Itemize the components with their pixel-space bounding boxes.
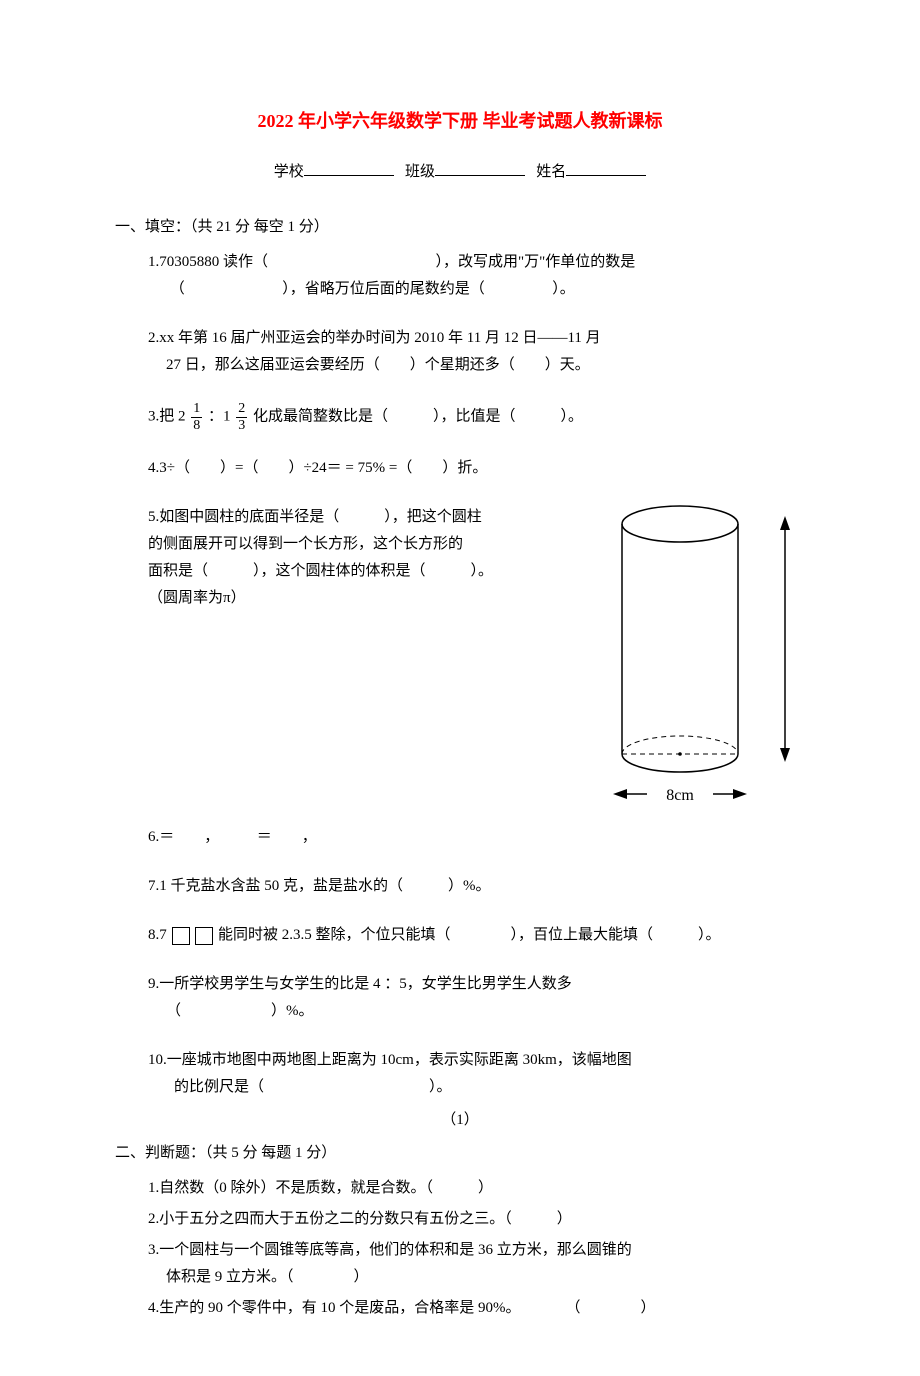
q5-d: （圆周率为π） xyxy=(148,585,493,612)
q2: 2.xx 年第 16 届广州亚运会的举办时间为 2010 年 11 月 12 日… xyxy=(148,325,805,379)
school-label: 学校 xyxy=(274,164,304,180)
s2-q4: 4.生产的 90 个零件中，有 10 个是废品，合格率是 90%。 （ ） xyxy=(148,1295,805,1322)
q5-text: 5.如图中圆柱的底面半径是（ ），把这个圆柱 的侧面展开可以得到一个长方形，这个… xyxy=(148,504,493,612)
q8-box1 xyxy=(172,927,190,945)
s2-q2: 2.小于五分之四而大于五份之二的分数只有五份之三。（ ） xyxy=(148,1206,805,1233)
cylinder-label: 8cm xyxy=(666,787,694,804)
name-label: 姓名 xyxy=(536,164,566,180)
q3-c: 化成最简整数比是（ ），比值是（ ）。 xyxy=(253,409,583,425)
class-blank xyxy=(435,160,525,177)
q10-a: 10.一座城市地图中两地图上距离为 10cm，表示实际距离 30km，该幅地图 xyxy=(148,1052,632,1068)
doc-title: 2022 年小学六年级数学下册 毕业考试题人教新课标 xyxy=(115,105,805,137)
class-label: 班级 xyxy=(405,164,435,180)
q1: 1.70305880 读作（ ），改写成用"万"作单位的数是 （ ），省略万位后… xyxy=(148,249,805,303)
q3-b: ：1 xyxy=(208,409,234,425)
q7: 7.1 千克盐水含盐 50 克，盐是盐水的（ ）%。 xyxy=(148,873,805,900)
q9: 9.一所学校男学生与女学生的比是 4 ：5，女学生比男学生人数多 （ ）%。 xyxy=(148,971,805,1025)
q10-b: 的比例尺是（ ）。 xyxy=(174,1079,452,1095)
q2-a: 2.xx 年第 16 届广州亚运会的举办时间为 2010 年 11 月 12 日… xyxy=(148,330,601,346)
s2-q3-a: 3.一个圆柱与一个圆锥等底等高，他们的体积和是 36 立方米，那么圆锥的 xyxy=(148,1242,632,1258)
q8-b: 能同时被 2.3.5 整除，个位只能填（ ），百位上最大能填（ ）。 xyxy=(218,927,721,943)
q9-a: 9.一所学校男学生与女学生的比是 4 ：5，女学生比男学生人数多 xyxy=(148,976,572,992)
q3-a: 3.把 2 xyxy=(148,409,189,425)
frac2-num: 2 xyxy=(236,401,247,417)
paren-1: （1） xyxy=(115,1107,805,1134)
section2-title: 二、判断题：（共 5 分 每题 1 分） xyxy=(115,1140,805,1167)
q10: 10.一座城市地图中两地图上距离为 10cm，表示实际距离 30km，该幅地图 … xyxy=(148,1047,805,1101)
frac1-num: 1 xyxy=(191,401,202,417)
q1-e: ）。 xyxy=(552,281,575,297)
header-line: 学校 班级 姓名 xyxy=(115,159,805,186)
q9-b: （ ）%。 xyxy=(166,1003,314,1019)
q1-d: ），省略万位后面的尾数约是（ xyxy=(282,281,485,297)
name-blank xyxy=(566,160,646,177)
section1-title: 一、填空：（共 21 分 每空 1 分） xyxy=(115,214,805,241)
q2-b: 27 日，那么这届亚运会要经历（ ）个星期还多（ ）天。 xyxy=(166,357,590,373)
q1-a: 1.70305880 读作（ xyxy=(148,254,268,270)
frac1-den: 8 xyxy=(191,418,202,433)
q3: 3.把 2 18 ：1 23 化成最简整数比是（ ），比值是（ ）。 xyxy=(148,401,805,433)
fraction-2: 23 xyxy=(236,401,247,433)
q5-container: 5.如图中圆柱的底面半径是（ ），把这个圆柱 的侧面展开可以得到一个长方形，这个… xyxy=(148,504,805,612)
q8-box2 xyxy=(195,927,213,945)
q1-c: （ xyxy=(170,281,185,297)
frac2-den: 3 xyxy=(236,418,247,433)
q4: 4.3÷（ ）=（ ）÷24＝ = 75% =（ ）折。 xyxy=(148,455,805,482)
school-blank xyxy=(304,160,394,177)
cylinder-diagram: 8cm xyxy=(575,494,835,824)
q8: 8.7 能同时被 2.3.5 整除，个位只能填（ ），百位上最大能填（ ）。 xyxy=(148,922,805,949)
s2-q1: 1.自然数（0 除外）不是质数，就是合数。（ ） xyxy=(148,1175,805,1202)
q5-b: 的侧面展开可以得到一个长方形，这个长方形的 xyxy=(148,531,493,558)
fraction-1: 18 xyxy=(191,401,202,433)
s2-q3: 3.一个圆柱与一个圆锥等底等高，他们的体积和是 36 立方米，那么圆锥的 体积是… xyxy=(148,1237,805,1291)
q1-b: ），改写成用"万"作单位的数是 xyxy=(436,254,636,270)
s2-q3-b: 体积是 9 立方米。（ ） xyxy=(166,1269,369,1285)
q5-a: 5.如图中圆柱的底面半径是（ ），把这个圆柱 xyxy=(148,504,493,531)
q5-c: 面积是（ ），这个圆柱体的体积是（ ）。 xyxy=(148,558,493,585)
q6: 6.＝ ， ＝ ， xyxy=(148,824,805,851)
q8-a: 8.7 xyxy=(148,927,171,943)
